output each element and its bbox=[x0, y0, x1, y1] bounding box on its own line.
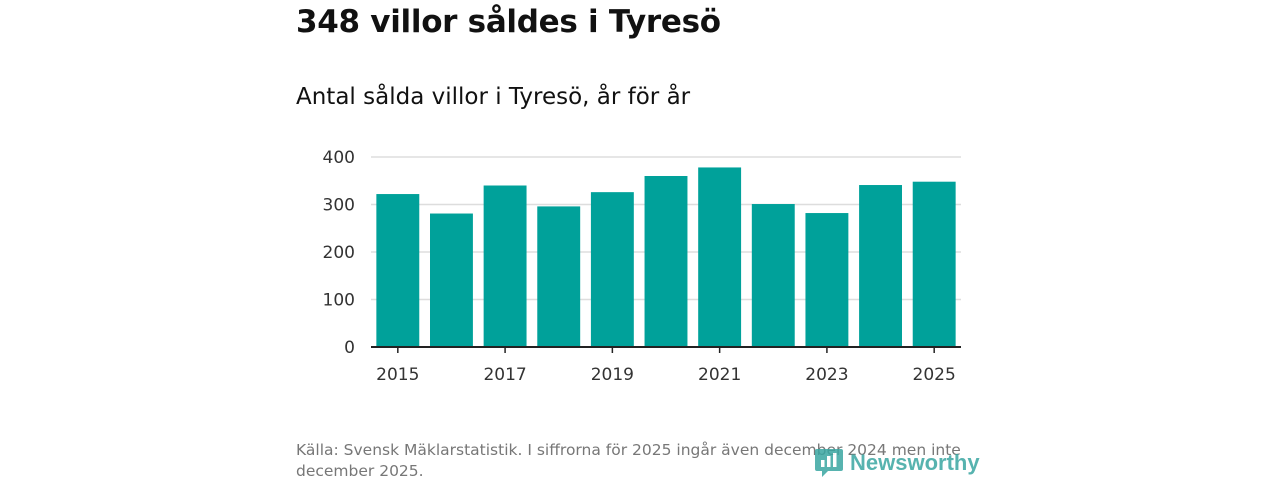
y-tick-label: 0 bbox=[344, 338, 355, 358]
x-tick-label: 2017 bbox=[483, 365, 526, 385]
newsworthy-logo-icon bbox=[815, 449, 843, 477]
bar-2018 bbox=[537, 206, 581, 347]
bar-2016 bbox=[430, 213, 473, 347]
y-tick-label: 200 bbox=[323, 243, 355, 263]
bar-2019 bbox=[590, 192, 634, 347]
newsworthy-brand[interactable]: Newsworthy bbox=[814, 447, 980, 479]
bar-2025 bbox=[912, 181, 956, 347]
y-tick-label: 400 bbox=[323, 148, 355, 168]
chart-headline: 348 villor såldes i Tyresö bbox=[296, 4, 721, 40]
x-tick-labels: 2015 2017 2019 2021 2023 2025 bbox=[376, 347, 956, 385]
y-tick-label: 300 bbox=[323, 196, 355, 216]
bar-2024 bbox=[859, 185, 902, 347]
bar-2015 bbox=[376, 194, 420, 347]
bar-2017 bbox=[483, 185, 527, 347]
x-tick-label: 2025 bbox=[913, 365, 956, 385]
brand-name: Newsworthy bbox=[850, 450, 980, 475]
y-tick-label: 100 bbox=[323, 291, 355, 311]
bar-2020 bbox=[644, 176, 688, 347]
bar-chart: 0 100 200 300 400 2015 2017 2019 2021 2023 2025 bbox=[323, 148, 961, 385]
x-tick-label: 2021 bbox=[698, 365, 741, 385]
x-tick-label: 2019 bbox=[591, 365, 634, 385]
y-tick-labels: 0 100 200 300 400 bbox=[323, 148, 355, 358]
x-tick-label: 2015 bbox=[376, 365, 419, 385]
bar-2021 bbox=[698, 167, 742, 347]
bars bbox=[376, 167, 956, 347]
bar-2022 bbox=[751, 204, 795, 347]
x-tick-label: 2023 bbox=[805, 365, 848, 385]
chart-subtitle: Antal sålda villor i Tyresö, år för år bbox=[296, 84, 691, 110]
source-note: Källa: Svensk Mäklarstatistik. I siffror… bbox=[296, 441, 961, 480]
bar-2023 bbox=[805, 213, 849, 347]
